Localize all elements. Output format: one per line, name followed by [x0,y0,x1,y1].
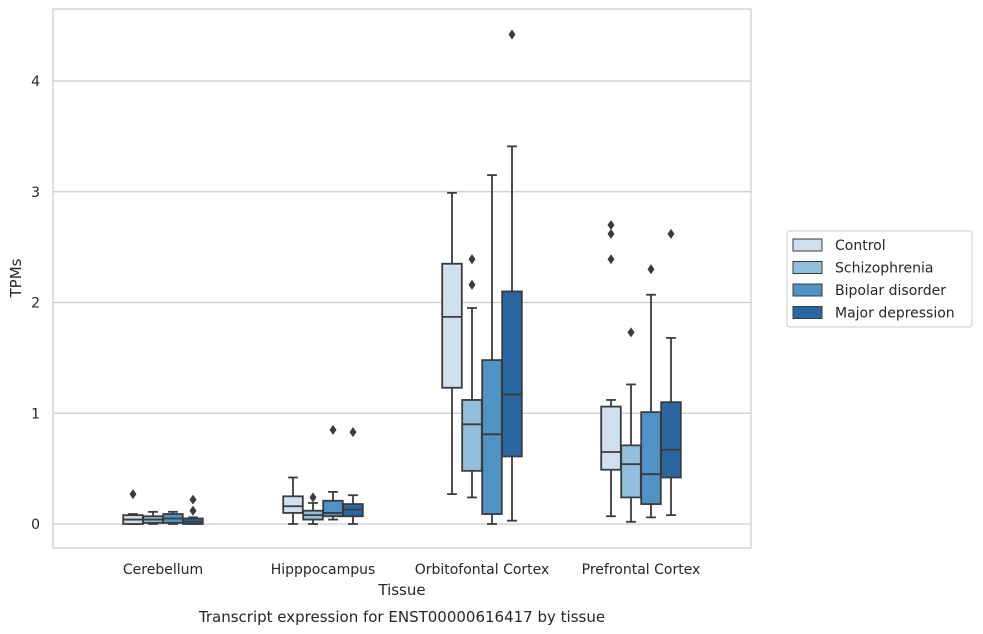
y-axis-title: TPMs [7,258,25,298]
outlier-point [607,228,615,239]
outlier-point [129,489,137,500]
y-tick-label: 4 [31,74,40,90]
legend-swatch [792,283,823,297]
legend-label: Schizophrenia [835,261,933,277]
box-iqr [660,401,682,479]
box-iqr [322,499,344,518]
box-iqr [600,405,622,471]
box-schizophrenia [142,510,164,525]
box-control [282,476,304,525]
box-bipolar-disorder [322,424,344,521]
legend-label: Control [835,238,886,254]
box-major-depression [182,494,204,525]
outlier-point [627,327,635,338]
box-control [441,191,463,495]
outlier-point [508,29,516,40]
box-schizophrenia [620,327,642,523]
outlier-point [607,219,615,230]
x-tick-label: Cerebellum [123,562,203,578]
legend-swatch [792,306,823,319]
box-iqr [481,359,503,515]
box-bipolar-disorder [162,510,184,525]
box-schizophrenia [302,492,324,525]
gridlines [53,80,751,525]
box-control [122,489,144,525]
x-tick-label: Orbitofontal Cortex [415,562,550,578]
x-tick-label: Hipppocampus [271,562,376,578]
chart-caption: Transcript expression for ENST0000061641… [198,608,605,626]
box-iqr [620,444,642,499]
box-iqr [461,399,483,472]
legend-label: Bipolar disorder [835,283,946,299]
outlier-point [667,228,675,239]
legend-label: Major depression [835,306,955,322]
y-tick-label: 2 [31,296,40,312]
x-axis-title: Tissue [377,581,425,599]
outlier-point [468,254,476,265]
box-major-depression [501,29,523,522]
box-major-depression [342,427,364,525]
outlier-point [607,254,615,265]
box-bipolar-disorder [481,174,503,525]
outlier-point [189,505,197,516]
box-iqr [282,495,304,514]
legend-frame [786,230,973,328]
x-tick-labels: Cerebellum Hipppocampus Orbitofontal Corte… [123,562,700,578]
legend: Control Schizophrenia Bipolar disorder Majo… [786,230,973,328]
outlier-point [329,424,337,435]
box-iqr [501,290,523,458]
x-tick-label: Prefrontal Cortex [582,562,701,578]
legend-swatch [792,238,823,252]
box-control [600,219,622,518]
box-schizophrenia [461,254,483,499]
outlier-point [189,494,197,505]
legend-items: Control Schizophrenia Bipolar disorder Majo… [792,238,955,322]
outlier-point [349,427,357,438]
legend-swatch [792,261,823,274]
box-layer [122,29,682,525]
box-major-depression [660,228,682,517]
box-iqr [441,262,463,389]
y-tick-label: 3 [31,185,40,201]
outlier-point [468,279,476,290]
y-tick-label: 1 [31,406,40,422]
y-tick-labels: 0 1 2 3 4 [31,74,40,533]
box-iqr [640,411,662,505]
outlier-point [647,264,655,275]
plot-frame [52,8,752,549]
y-tick-label: 0 [31,517,40,533]
outlier-point [309,492,317,503]
